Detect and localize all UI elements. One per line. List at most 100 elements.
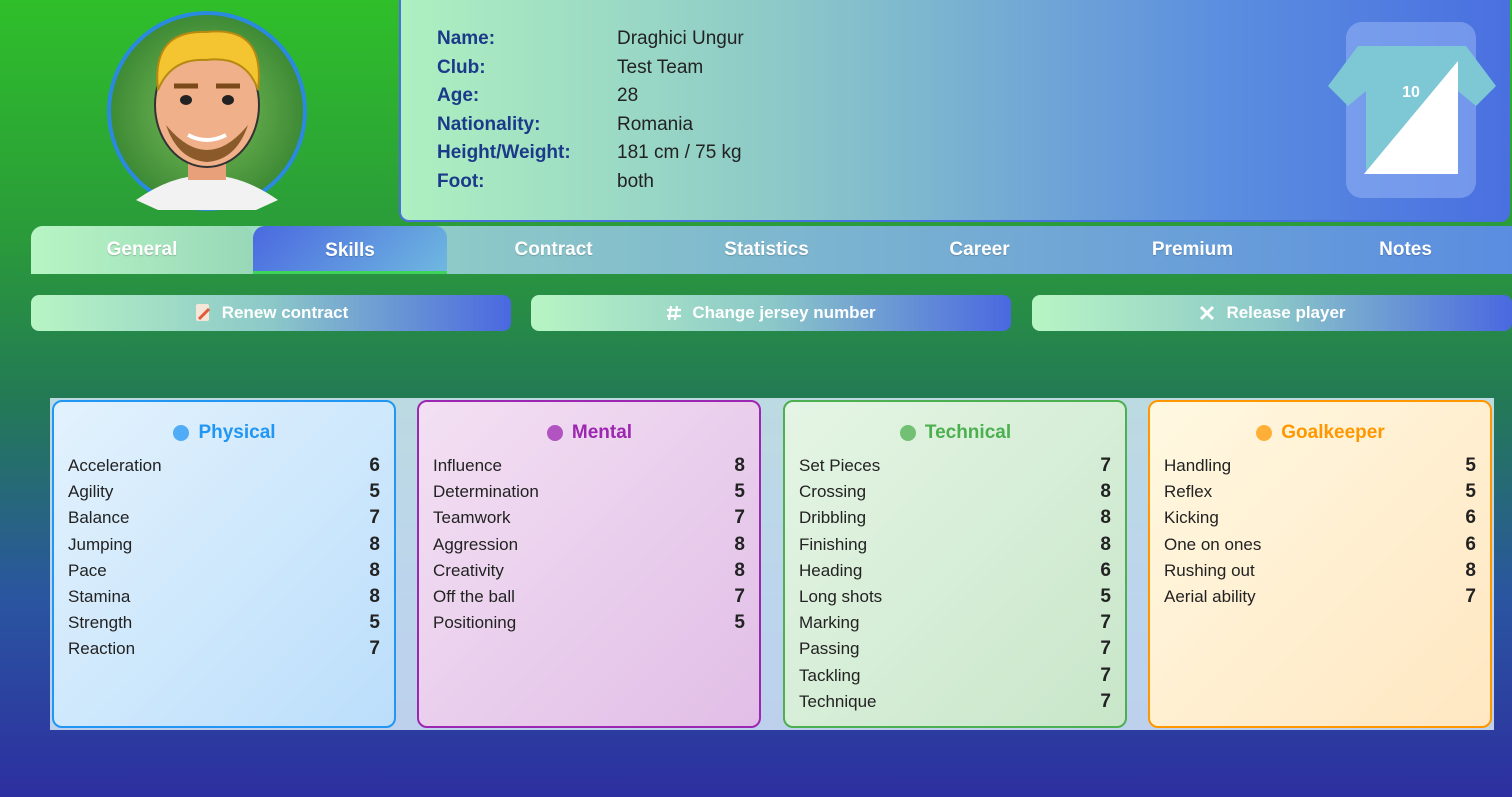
tab[interactable]: General	[31, 226, 253, 274]
skill-name: Technique	[799, 691, 877, 711]
skill-name: Aerial ability	[1164, 587, 1256, 606]
skill-row: Rushing out 8	[1164, 559, 1476, 583]
skill-row: Off the ball 7	[433, 585, 745, 609]
skill-value: 7	[1100, 664, 1111, 686]
skill-name: Off the ball	[433, 587, 515, 606]
skill-value: 7	[1100, 690, 1111, 712]
skill-name: Rushing out	[1164, 560, 1255, 580]
skill-value: 7	[369, 507, 380, 529]
skill-row: Finishing 8	[799, 533, 1111, 557]
skill-name: Finishing	[799, 534, 868, 554]
group-title: Physical	[198, 422, 276, 443]
tab-bar: General Skills Contract Statistics Career Pre…	[31, 226, 1512, 274]
info-value: Test Team	[617, 57, 704, 78]
skill-value: 5	[369, 612, 380, 634]
action-button[interactable]: Change jersey number	[531, 295, 1011, 331]
skill-value: 8	[1100, 533, 1111, 555]
skill-name: Agility	[68, 482, 114, 502]
skill-value: 5	[734, 481, 745, 503]
skill-row: Dribbling 8	[799, 506, 1111, 530]
info-panel: 10 Name: Draghici Ungur Club: Test Team Age:…	[399, 0, 1510, 222]
tab[interactable]: Statistics	[724, 239, 809, 260]
skill-row: Creativity 8	[433, 559, 745, 583]
button-label: Release player	[1226, 303, 1346, 322]
skill-row: Pace 8	[68, 559, 380, 583]
skill-value: 5	[1465, 455, 1476, 476]
skill-value: 7	[1465, 586, 1476, 607]
skill-row: Reflex 5	[1164, 480, 1476, 504]
group-title: Goalkeeper	[1281, 422, 1385, 443]
skill-value: 5	[734, 612, 745, 634]
action-button[interactable]: Renew contract	[31, 295, 511, 331]
skill-value: 8	[369, 559, 380, 581]
skill-value: 8	[734, 455, 745, 476]
skill-row: Teamwork 7	[433, 506, 745, 530]
skill-card: Mental Influence 8 Determination 5 Teamwork 7 A…	[417, 400, 761, 728]
skill-value: 8	[1100, 481, 1111, 503]
button-icon	[1200, 305, 1215, 321]
skill-name: Acceleration	[68, 456, 162, 475]
skill-value: 5	[1465, 481, 1476, 503]
group-icon	[173, 425, 190, 441]
skill-card-title: Goalkeeper	[1150, 422, 1490, 444]
skill-name: Kicking	[1164, 508, 1219, 528]
skill-name: Influence	[433, 456, 502, 475]
skill-card: Goalkeeper Handling 5 Reflex 5 Kicking 6 One on…	[1148, 400, 1492, 728]
group-icon	[1256, 425, 1273, 441]
skill-name: Teamwork	[433, 508, 511, 528]
info-value: 181 cm / 75 kg	[617, 142, 742, 163]
group-title: Technical	[924, 422, 1012, 443]
skill-value: 6	[1465, 507, 1476, 529]
skill-name: Aggression	[433, 534, 519, 554]
skill-name: Reaction	[68, 639, 136, 659]
skill-name: Balance	[68, 508, 130, 528]
skill-row: Influence 8	[433, 454, 745, 478]
tab[interactable]: Contract	[514, 239, 593, 260]
skill-row: Determination 5	[433, 480, 745, 504]
skill-name: Marking	[799, 613, 860, 633]
skill-name: One on ones	[1164, 534, 1262, 554]
group-title: Mental	[571, 422, 633, 443]
button-label: Change jersey number	[692, 303, 876, 322]
skill-row: Aerial ability 7	[1164, 585, 1476, 609]
skill-row: Acceleration 6	[68, 454, 380, 478]
action-button[interactable]: Release player	[1032, 295, 1512, 331]
info-label: Height/Weight:	[437, 142, 571, 163]
skill-value: 8	[369, 586, 380, 607]
skill-row: Positioning 5	[433, 611, 745, 635]
info-value: Romania	[617, 114, 694, 135]
skill-value: 6	[369, 455, 380, 476]
skill-name: Passing	[799, 639, 860, 659]
skill-value: 6	[1100, 559, 1111, 581]
info-label: Nationality:	[437, 114, 541, 135]
button-icon	[195, 304, 210, 321]
skill-value: 5	[369, 481, 380, 503]
info-label: Foot:	[437, 171, 485, 192]
skill-row: Technique 7	[799, 690, 1111, 714]
skill-name: Tackling	[799, 665, 861, 685]
skill-card-title: Technical	[785, 422, 1125, 444]
tab[interactable]: Skills	[252, 226, 448, 274]
skill-value: 7	[1100, 612, 1111, 634]
skill-name: Set Pieces	[799, 456, 881, 475]
tab[interactable]: Notes	[1379, 239, 1432, 260]
skill-value: 7	[1100, 638, 1111, 660]
info-label: Club:	[437, 57, 486, 78]
skill-name: Jumping	[68, 534, 133, 554]
skill-row: Balance 7	[68, 506, 380, 530]
skill-name: Stamina	[68, 587, 131, 606]
skill-value: 7	[369, 638, 380, 660]
info-label: Name:	[437, 28, 496, 49]
skill-row: Kicking 6	[1164, 506, 1476, 530]
info-value: Draghici Ungur	[617, 28, 744, 49]
tab[interactable]: Career	[949, 239, 1010, 260]
jersey-number: 10	[1402, 84, 1420, 101]
skill-row: Agility 5	[68, 480, 380, 504]
group-icon	[899, 425, 916, 441]
skill-name: Long shots	[799, 587, 883, 606]
skill-row: Tackling 7	[799, 664, 1111, 688]
skill-value: 8	[369, 533, 380, 555]
tab[interactable]: Premium	[1151, 239, 1234, 260]
skill-row: Handling 5	[1164, 454, 1476, 478]
